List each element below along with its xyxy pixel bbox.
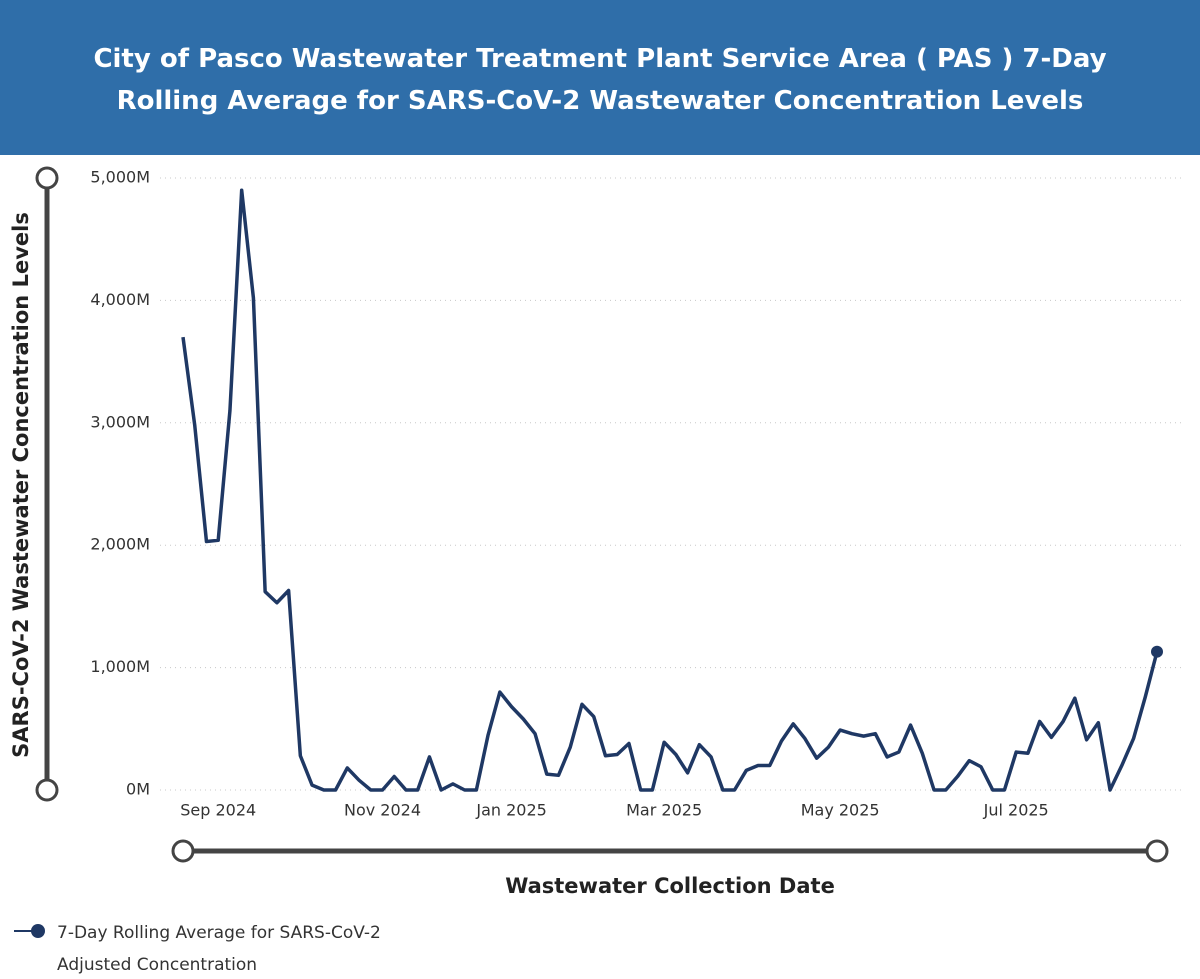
x-tick-label: Sep 2024 [180, 801, 256, 820]
y-tick-label: 1,000M [90, 657, 150, 676]
slider-handle[interactable] [35, 778, 59, 802]
x-tick-label: Jan 2025 [475, 801, 546, 820]
x-tick-label: May 2025 [801, 801, 880, 820]
slider-handle[interactable] [171, 839, 195, 863]
y-axis-title: SARS-CoV-2 Wastewater Concentration Leve… [9, 212, 33, 758]
header: City of Pasco Wastewater Treatment Plant… [0, 0, 1200, 155]
x-tick-label: Mar 2025 [626, 801, 702, 820]
data-line [181, 188, 1159, 792]
x-axis-title: Wastewater Collection Date [505, 874, 835, 898]
y-tick-label: 4,000M [90, 290, 150, 309]
y-tick-label: 0M [126, 780, 150, 799]
data-point [1151, 645, 1163, 658]
x-tick-label: Jul 2025 [983, 801, 1049, 820]
chart-title: City of Pasco Wastewater Treatment Plant… [93, 44, 1107, 116]
slider-handle[interactable] [1145, 839, 1169, 863]
x-tick-label: Nov 2024 [344, 801, 421, 820]
legend-marker [31, 924, 45, 938]
legend-label: 7-Day Rolling Average for SARS-CoV-2 Adj… [57, 923, 381, 975]
slider-handle[interactable] [35, 166, 59, 190]
y-tick-label: 2,000M [90, 535, 150, 554]
y-tick-label: 5,000M [90, 168, 150, 187]
y-tick-label: 3,000M [90, 412, 150, 431]
